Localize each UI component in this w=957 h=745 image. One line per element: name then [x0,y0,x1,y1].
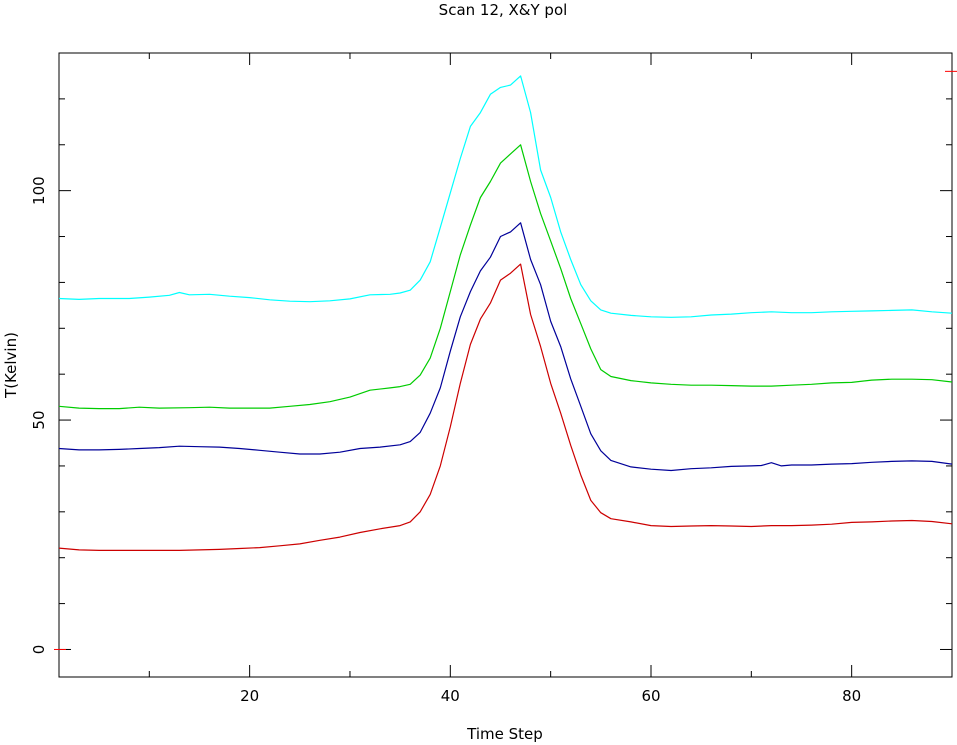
data-series [58,75,953,552]
series-line-1 [58,75,953,318]
series-line-4 [58,263,953,552]
axis-markers [54,70,957,650]
x-tick-label: 60 [641,687,660,705]
x-tick-label: 40 [441,687,460,705]
series-line-2 [58,144,953,410]
axis-tick-labels: 20 40 60 80 0 50 100 [30,176,861,705]
y-axis-label: T(Kelvin) [2,332,20,399]
plot-frame [58,52,953,678]
x-tick-label: 80 [842,687,861,705]
x-tick-label: 20 [240,687,259,705]
axis-ticks [59,52,953,677]
series-line-3 [58,222,953,472]
x-axis-label: Time Step [466,725,543,743]
chart-title: Scan 12, X&Y pol [439,1,568,19]
y-tick-label: 0 [30,645,48,655]
y-tick-label: 100 [30,176,48,205]
y-tick-label: 50 [30,411,48,430]
